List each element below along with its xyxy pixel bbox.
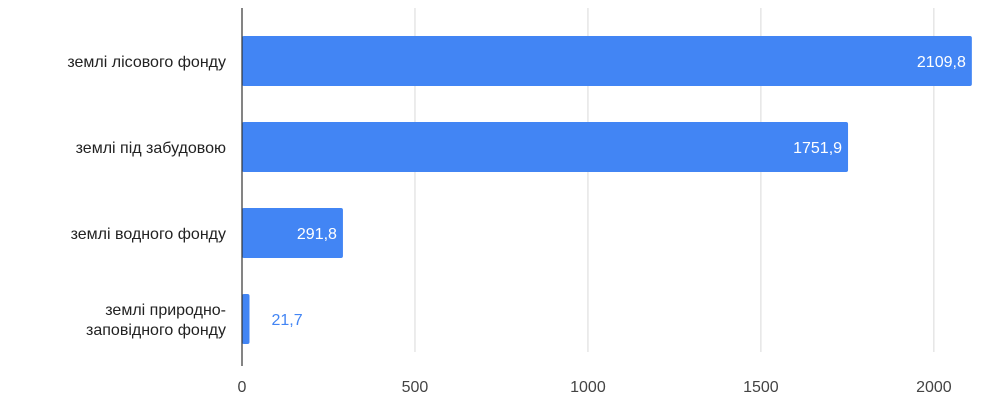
bar [242, 36, 972, 86]
category-labels: землі лісового фонду землі під забудовою з… [67, 54, 226, 339]
category-label: землі природно-заповідного фонду [86, 302, 226, 339]
data-label: 291,8 [297, 226, 337, 243]
x-tick-label: 2000 [916, 379, 952, 396]
category-label: землі під забудовою [76, 140, 226, 157]
x-tick-label: 0 [238, 379, 247, 396]
category-label: землі водного фонду [71, 226, 226, 243]
data-labels: 2109,8 1751,9 291,8 21,7 [272, 54, 966, 329]
bar [242, 122, 849, 172]
data-label: 2109,8 [917, 54, 966, 71]
data-label: 21,7 [272, 312, 303, 329]
bar [242, 294, 250, 344]
data-label: 1751,9 [793, 140, 842, 157]
category-label-line: землі під забудовою [76, 140, 226, 157]
x-tick-label: 500 [402, 379, 429, 396]
category-label-line: землі водного фонду [71, 226, 226, 243]
category-label-line: землі лісового фонду [67, 54, 226, 71]
category-label-line: землі природно- [105, 302, 226, 319]
x-tick-label: 1500 [743, 379, 779, 396]
x-tick-labels: 0 500 1000 1500 2000 [238, 379, 952, 396]
bars [242, 36, 972, 344]
x-tick-label: 1000 [570, 379, 606, 396]
category-label: землі лісового фонду [67, 54, 226, 71]
category-label-line: заповідного фонду [86, 322, 226, 339]
bar [242, 208, 343, 258]
